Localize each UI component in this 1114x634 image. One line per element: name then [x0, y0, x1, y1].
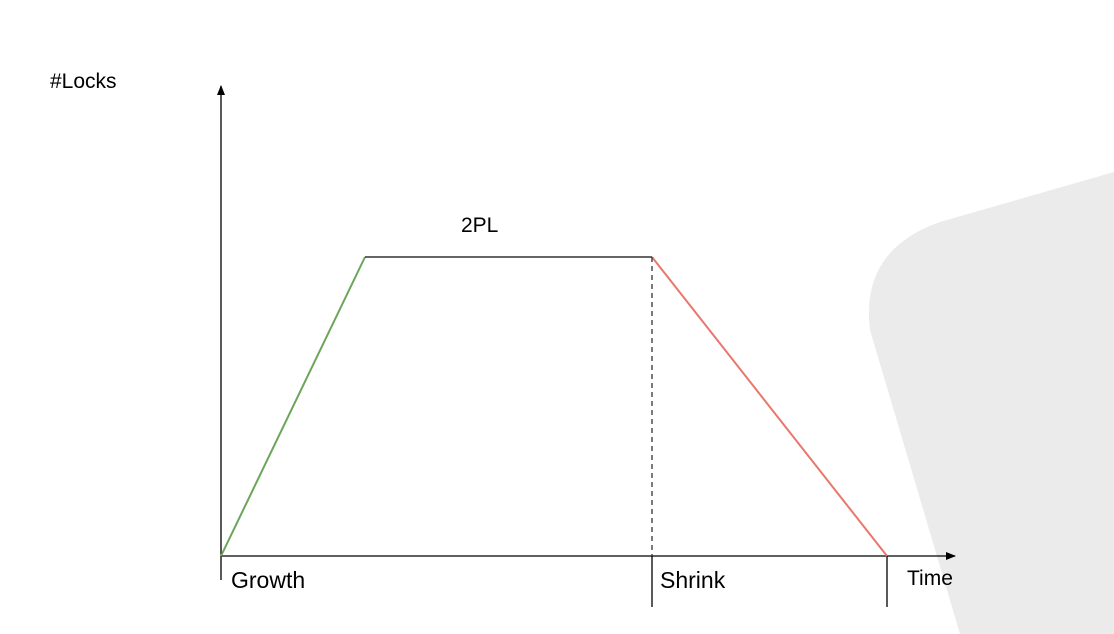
y-axis-label: #Locks — [50, 70, 117, 93]
diagram-title: 2PL — [461, 214, 498, 237]
growth-phase-label: Growth — [231, 567, 305, 593]
growth-phase-line — [220, 256, 366, 557]
shrink-phase-line — [651, 256, 888, 557]
background-shape — [868, 172, 1114, 634]
shrink-phase-label: Shrink — [660, 567, 726, 593]
x-axis-label: Time — [907, 567, 953, 590]
